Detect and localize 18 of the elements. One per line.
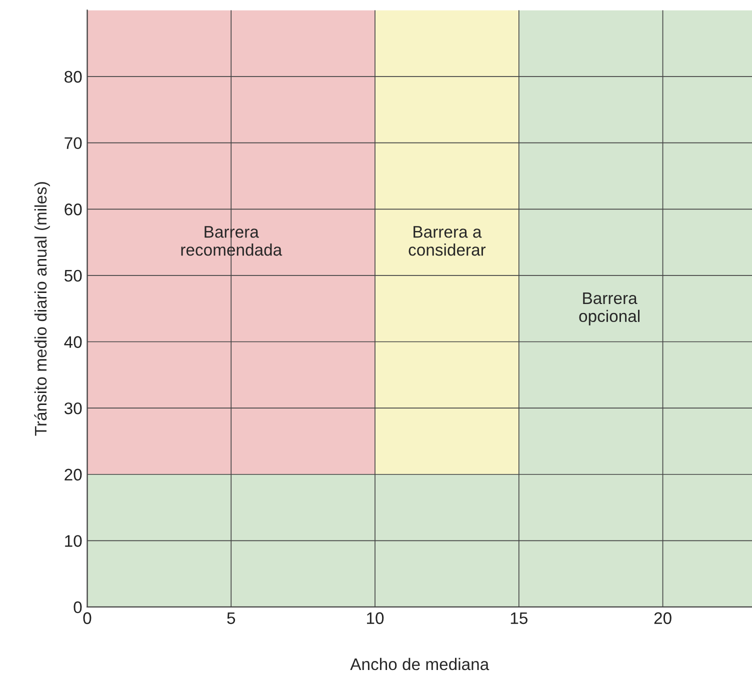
y-tick-label: 20: [64, 468, 82, 481]
x-tick-label: 5: [227, 612, 236, 624]
y-tick-label: 10: [65, 535, 82, 547]
y-tick-label: 80: [64, 70, 82, 83]
y-tick-label: 50: [64, 270, 82, 282]
x-tick-label: 0: [83, 612, 92, 624]
y-tick-label: 60: [64, 204, 82, 216]
y-tick-label: 40: [64, 336, 82, 348]
y-tick-label: 70: [64, 137, 82, 150]
series-label: Barrera a considerar: [408, 226, 486, 256]
x-tick-label: 10: [367, 612, 384, 624]
y-tick-label: 0: [74, 601, 82, 614]
y-tick-label: 30: [64, 402, 82, 414]
x-tick-label: 20: [654, 612, 672, 624]
y-axis-title: Tránsito medio diario anual (miles): [34, 182, 50, 436]
x-tick-label: 15: [510, 612, 528, 624]
series-label: Barrera opcional: [579, 292, 640, 326]
x-axis-title: Ancho de mediana: [350, 658, 490, 670]
